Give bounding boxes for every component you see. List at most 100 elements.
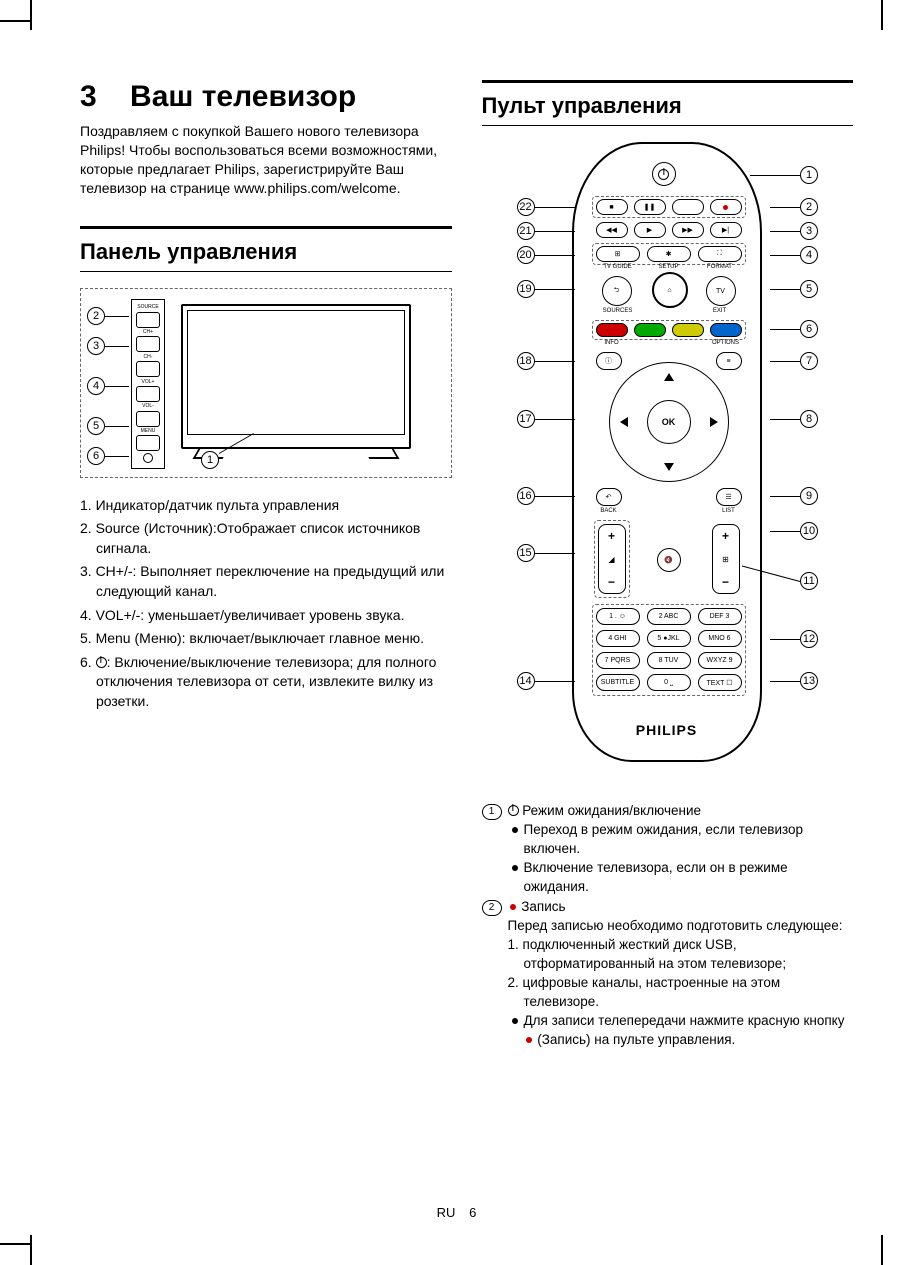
green-button <box>634 323 666 337</box>
callout-lead <box>105 346 129 347</box>
remote-callout-20: 20 <box>517 246 535 264</box>
tvguide-label: TV GUIDE <box>596 264 640 270</box>
bullet-text-a: Для записи телепередачи нажмите красную … <box>524 1013 845 1028</box>
blank-button <box>672 199 704 215</box>
sub-list-item: 1. подключенный жесткий диск USB, отформ… <box>508 936 854 974</box>
options-label: OPTIONS <box>710 340 742 346</box>
tvguide-button: ⊞ <box>596 246 640 262</box>
desc-body: Запись Перед записью необходимо подготов… <box>508 898 854 1049</box>
format-label: FORMAT <box>698 264 742 270</box>
list-item-prefix: 6. <box>80 654 96 670</box>
bullet-icon <box>512 1018 518 1024</box>
callout-lead <box>770 531 800 532</box>
remote-callout-21: 21 <box>517 222 535 240</box>
panel-button <box>136 435 160 451</box>
next-button: ▶| <box>710 222 742 238</box>
bullet-text: Для записи телепередачи нажмите красную … <box>524 1012 854 1050</box>
power-icon <box>508 805 519 816</box>
brand-logo: PHILIPS <box>574 722 760 738</box>
plus-icon: + <box>722 529 729 543</box>
section-panel-title: Панель управления <box>80 239 452 272</box>
callout-lead <box>535 207 575 208</box>
key-2: 2 ABC <box>647 608 691 625</box>
desc-title: Запись <box>521 899 565 914</box>
chapter-heading: 3 Ваш телевизор <box>80 80 452 114</box>
chapter-title: Ваш телевизор <box>130 80 356 113</box>
arrow-left-icon <box>620 417 628 427</box>
ok-button: OK <box>647 400 691 444</box>
exit-button: TV <box>706 276 736 306</box>
list-button: ☰ <box>716 488 742 506</box>
panel-power-button <box>143 453 153 463</box>
back-button: ↶ <box>596 488 622 506</box>
remote-callout-19: 19 <box>517 280 535 298</box>
tv-callout-1: 1 <box>201 451 219 469</box>
plus-icon: + <box>608 529 615 543</box>
format-button: ⛶ <box>698 246 742 262</box>
power-icon <box>96 657 107 668</box>
info-label: INFO <box>596 340 628 346</box>
bullet-text-b: (Запись) на пульте управления. <box>537 1032 735 1047</box>
record-dot-icon <box>510 904 516 910</box>
callout-lead <box>750 175 800 176</box>
record-button <box>710 199 742 215</box>
callout-lead <box>535 681 575 682</box>
panel-button <box>136 361 160 377</box>
section-rule <box>482 80 854 83</box>
tv-callout-4: 4 <box>87 377 105 395</box>
bullet-icon <box>512 827 518 833</box>
remote-figure: ■ ❚❚ ◀◀ ▶ ▶▶ ▶| ⊞ ✱ ⛶ TV GUIDE SETUP FOR… <box>482 142 854 782</box>
callout-lead <box>535 496 575 497</box>
chapter-number: 3 <box>80 80 97 113</box>
key-5: 5 ●JKL <box>647 630 691 647</box>
key-3: DEF 3 <box>698 608 742 625</box>
panel-button <box>136 312 160 328</box>
tv-callout-2: 2 <box>87 307 105 325</box>
callout-lead <box>770 419 800 420</box>
mute-button: 🔇 <box>657 548 681 572</box>
yellow-button <box>672 323 704 337</box>
panel-label: VOL+ <box>142 379 155 385</box>
desc-intro: Перед записью необходимо подготовить сле… <box>508 917 854 936</box>
callout-lead <box>770 361 800 362</box>
callout-lead <box>770 231 800 232</box>
bullet-item: Для записи телепередачи нажмите красную … <box>512 1012 854 1050</box>
remote-callout-7: 7 <box>800 352 818 370</box>
sub-list: 1. подключенный жесткий диск USB, отформ… <box>508 936 854 1012</box>
panel-label: CH- <box>144 354 153 360</box>
rewind-button: ◀◀ <box>596 222 628 238</box>
key-7: 7 PQRS <box>596 652 640 669</box>
remote-callout-2: 2 <box>800 198 818 216</box>
callout-lead <box>105 456 129 457</box>
section-rule <box>80 226 452 229</box>
left-column: 3 Ваш телевизор Поздравляем с покупкой В… <box>80 80 452 1052</box>
remote-body: ■ ❚❚ ◀◀ ▶ ▶▶ ▶| ⊞ ✱ ⛶ TV GUIDE SETUP FOR… <box>572 142 762 762</box>
tv-callout-6: 6 <box>87 447 105 465</box>
sources-label: SOURCES <box>596 308 640 314</box>
remote-power-button <box>652 162 676 186</box>
remote-callout-11: 11 <box>800 572 818 590</box>
callout-lead <box>535 419 575 420</box>
list-item: 1. Индикатор/датчик пульта управления <box>80 496 452 516</box>
callout-lead <box>105 386 129 387</box>
minus-icon: − <box>608 575 615 589</box>
remote-callout-4: 4 <box>800 246 818 264</box>
intro-paragraph: Поздравляем с покупкой Вашего нового тел… <box>80 122 452 198</box>
dpad: OK <box>609 362 729 482</box>
desc-title-line: Запись <box>508 898 854 917</box>
record-dot-icon <box>526 1037 532 1043</box>
list-item-text: : Включение/выключение телевизора; для п… <box>96 654 436 709</box>
callout-lead <box>535 289 575 290</box>
key-6: MNO 6 <box>698 630 742 647</box>
tv-figure: 2 3 4 5 6 SOURCE CH+ CH- VOL+ VOL- MENU <box>80 288 452 478</box>
panel-button <box>136 386 160 402</box>
key-9: WXYZ 9 <box>698 652 742 669</box>
desc-body: Режим ожидания/включение Переход в режим… <box>508 802 854 896</box>
tv-screen <box>181 304 411 449</box>
remote-callout-16: 16 <box>517 487 535 505</box>
right-column: Пульт управления ■ ❚❚ ◀◀ ▶ ▶▶ ▶| ⊞ ✱ <box>482 80 854 1052</box>
key-4: 4 GHI <box>596 630 640 647</box>
power-icon <box>658 169 669 180</box>
panel-label: SOURCE <box>137 304 158 310</box>
sub-list-item: 2. цифровые каналы, настроенные на этом … <box>508 974 854 1012</box>
